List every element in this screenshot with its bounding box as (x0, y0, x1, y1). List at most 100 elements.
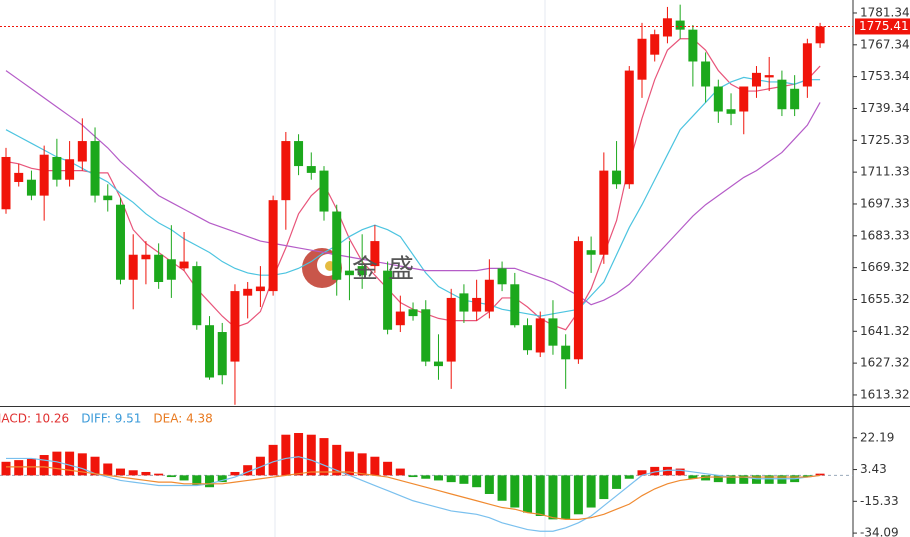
candle-body (739, 86, 749, 112)
macd-bar (497, 475, 507, 501)
candle-body (815, 26, 825, 44)
macd-bar (319, 438, 329, 476)
candle-body (637, 38, 647, 80)
macd-bar (39, 455, 49, 476)
candle-body (115, 204, 125, 280)
candle-body (357, 266, 367, 276)
candle-body (421, 309, 431, 362)
macd-bar (421, 475, 431, 479)
macd-bar (383, 461, 393, 476)
candle-body (777, 79, 787, 110)
macd-bar (433, 475, 443, 481)
y-tick-label: 1753.34 (860, 69, 910, 83)
candle-body (52, 156, 62, 180)
candle-body (192, 266, 202, 326)
candle-body (217, 332, 227, 376)
candle-body (128, 254, 138, 280)
candle-body (39, 154, 49, 196)
macd-bar (523, 475, 533, 513)
y-tick-label: 1627.32 (860, 356, 910, 370)
macd-bar (802, 475, 812, 478)
macd-bar (713, 475, 723, 483)
macd-bar (192, 475, 202, 486)
last-price-label: 1775.41 (859, 19, 909, 33)
candle-body (332, 211, 342, 280)
candle-body (103, 195, 113, 201)
macd-bar (573, 475, 583, 515)
candle-body (255, 286, 265, 292)
line (5, 76, 821, 317)
candle-body (713, 86, 723, 112)
macd-bar (395, 468, 405, 476)
candle-body (484, 279, 494, 312)
candle-body (497, 268, 507, 285)
macd-bar (141, 471, 151, 476)
y-tick-label: 1613.32 (860, 387, 910, 401)
y-tick-label: 1655.32 (860, 292, 910, 306)
candle-body (662, 18, 672, 37)
legend-label: MACD: 10.26 (0, 412, 69, 426)
candle-body (268, 200, 278, 292)
candle-body (523, 325, 533, 351)
macd-bar (751, 475, 761, 484)
macd-bar (548, 475, 558, 520)
macd-bar (166, 475, 176, 478)
macd-bar (103, 463, 113, 476)
line (6, 456, 821, 532)
macd-bar (624, 475, 634, 479)
macd-bar (179, 475, 189, 481)
macd-bar (370, 456, 380, 476)
candle-body (573, 241, 583, 360)
macd-bar (255, 456, 265, 476)
macd-bar (688, 475, 698, 479)
y-tick-label: 1739.34 (860, 101, 910, 115)
macd-bar (510, 475, 520, 508)
y-tick-label: 1725.33 (860, 133, 910, 147)
candle-body (548, 318, 558, 346)
macd-bar (408, 475, 418, 478)
macd-bar (586, 475, 596, 508)
y-tick-label: -34.09 (860, 526, 899, 537)
line (5, 38, 821, 331)
macd-bar (357, 453, 367, 476)
candle-body (586, 250, 596, 255)
macd-bar (332, 444, 342, 476)
line (5, 70, 821, 306)
candle-body (675, 20, 685, 30)
macd-bar (472, 475, 482, 488)
line (6, 466, 821, 520)
macd-bar (230, 471, 240, 476)
macd-bar (459, 475, 469, 484)
candle-body (294, 141, 304, 167)
candle-body (77, 141, 87, 162)
candle-body (243, 288, 253, 296)
candle-body (319, 170, 329, 212)
macd-bar (675, 468, 685, 476)
macd-bar (764, 475, 774, 484)
macd-bar (344, 451, 354, 476)
candle-body (701, 61, 711, 87)
macd-bar (777, 475, 787, 484)
candle-body (650, 34, 660, 55)
candle-body (230, 291, 240, 362)
macd-bar (115, 468, 125, 476)
candle-body (281, 141, 291, 201)
y-tick-label: 1669.32 (860, 260, 910, 274)
candle-body (446, 297, 456, 362)
macd-bar (650, 466, 660, 476)
watermark: 金盛 (352, 255, 424, 285)
macd-bar (535, 475, 545, 516)
macd-bar (281, 434, 291, 476)
candle-body (459, 293, 469, 312)
macd-bar (726, 475, 736, 484)
macd-bar (599, 475, 609, 500)
y-tick-label: 1767.34 (860, 37, 910, 51)
macd-bar (294, 433, 304, 476)
candle-body (561, 345, 571, 360)
macd-bar (77, 453, 87, 476)
candle-body (790, 88, 800, 110)
macd-bar (154, 473, 164, 476)
y-tick-label: 1781.34 (860, 5, 910, 19)
macd-bar (268, 444, 278, 476)
